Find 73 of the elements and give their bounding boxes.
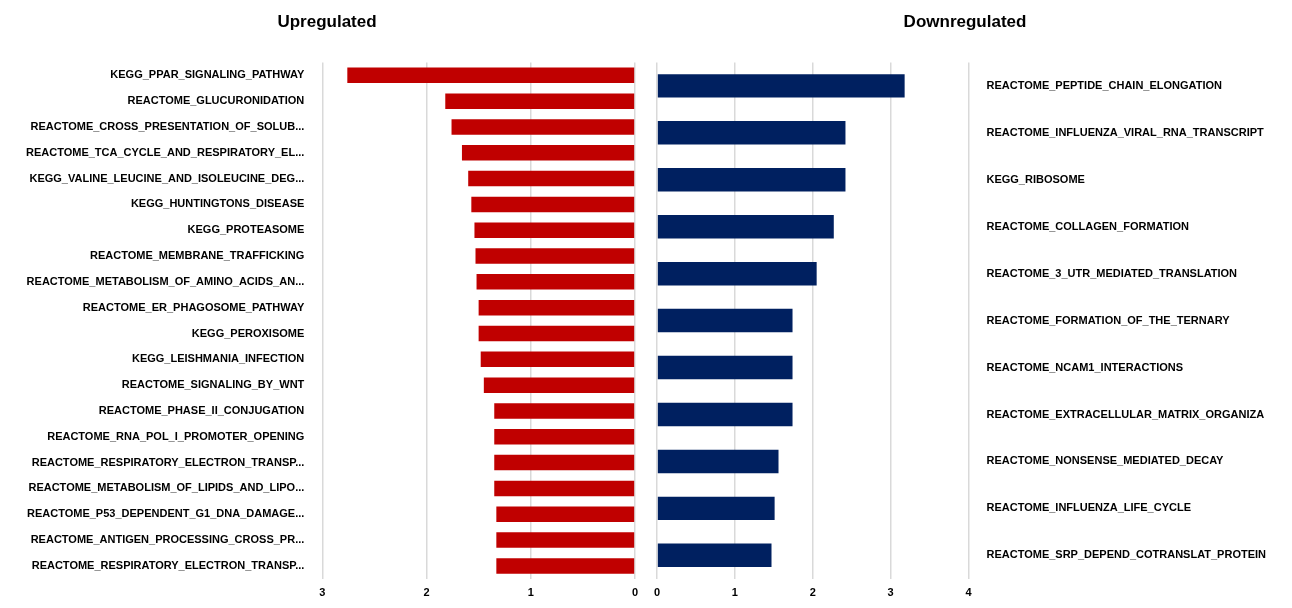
bar [657, 402, 793, 427]
x-tick-label: 2 [809, 586, 816, 599]
bar [657, 496, 775, 521]
bar [476, 274, 635, 290]
y-tick-label: KEGG_HUNTINGTONS_DISEASE [130, 197, 305, 210]
y-tick-label: REACTOME_INFLUENZA_LIFE_CYCLE [986, 501, 1192, 514]
y-tick-label: REACTOME_NONSENSE_MEDIATED_DECAY [986, 454, 1225, 467]
x-tick-label: 2 [423, 586, 430, 599]
bar [475, 248, 635, 264]
y-tick-label: REACTOME_PHASE_II_CONJUGATION [98, 404, 305, 416]
y-tick-label: KEGG_PPAR_SIGNALING_PATHWAY [110, 68, 305, 81]
y-tick-label: REACTOME_EXTRACELLULAR_MATRIX_ORGANIZA [986, 407, 1265, 420]
y-tick-label: REACTOME_METABOLISM_OF_LIPIDS_AND_LIPO... [28, 481, 305, 494]
bar [347, 67, 635, 84]
y-tick-label: REACTOME_TCA_CYCLE_AND_RESPIRATORY_EL... [26, 145, 305, 158]
bar [657, 121, 846, 145]
bar [496, 532, 635, 548]
y-tick-label: REACTOME_COLLAGEN_FORMATION [986, 219, 1190, 232]
y-tick-label: REACTOME_SRP_DEPEND_COTRANSLAT_PROTEIN [986, 548, 1267, 561]
bar [451, 119, 635, 135]
y-tick-label: KEGG_PEROXISOME [191, 326, 305, 339]
bar [471, 196, 635, 213]
bar [494, 429, 635, 445]
y-tick-label: KEGG_LEISHMANIA_INFECTION [131, 352, 305, 365]
y-tick-label: KEGG_VALINE_LEUCINE_AND_ISOLEUCINE_DEG... [29, 171, 305, 184]
bar [478, 299, 635, 316]
x-tick-label: 0 [631, 586, 638, 599]
y-tick-label: REACTOME_MEMBRANE_TRAFFICKING [90, 249, 305, 262]
bar [657, 168, 846, 192]
y-tick-label: KEGG_RIBOSOME [986, 172, 1085, 185]
bar [494, 403, 635, 419]
bar [468, 170, 635, 187]
bar [657, 214, 834, 239]
bar [494, 454, 635, 471]
x-tick-label: 0 [654, 586, 661, 599]
bar [474, 222, 635, 238]
bar [657, 74, 905, 98]
y-tick-label: REACTOME_NCAM1_INTERACTIONS [986, 360, 1184, 373]
x-tick-label: 3 [319, 586, 326, 599]
y-tick-label: REACTOME_PEPTIDE_CHAIN_ELONGATION [986, 78, 1223, 91]
y-tick-label: REACTOME_FORMATION_OF_THE_TERNARY [986, 313, 1231, 326]
bar [461, 145, 635, 161]
y-tick-label: REACTOME_CROSS_PRESENTATION_OF_SOLUB... [30, 119, 305, 132]
bar [657, 355, 793, 380]
y-tick-label: REACTOME_INFLUENZA_VIRAL_RNA_TRANSCRIPT [986, 125, 1265, 138]
x-tick-label: 3 [887, 586, 894, 599]
y-tick-label: REACTOME_RESPIRATORY_ELECTRON_TRANSP... [31, 558, 305, 571]
bar [478, 325, 635, 342]
y-tick-label: REACTOME_ER_PHAGOSOME_PATHWAY [82, 300, 305, 313]
x-tick-label: 1 [731, 586, 738, 599]
y-tick-label: REACTOME_3_UTR_MEDIATED_TRANSLATION [986, 266, 1238, 279]
chart-title: Downregulated [903, 11, 1027, 31]
x-tick-label: 4 [965, 586, 973, 599]
bar [657, 543, 772, 568]
y-tick-label: KEGG_PROTEASOME [187, 223, 305, 236]
y-tick-label: REACTOME_RESPIRATORY_ELECTRON_TRANSP... [31, 455, 305, 468]
y-tick-label: REACTOME_RNA_POL_I_PROMOTER_OPENING [47, 429, 305, 442]
bar [657, 261, 817, 286]
y-tick-label: REACTOME_METABOLISM_OF_AMINO_ACIDS_AN... [26, 274, 305, 287]
bar [494, 480, 635, 497]
bar [480, 351, 635, 368]
y-tick-label: REACTOME_GLUCURONIDATION [127, 94, 305, 107]
chart-title: Upregulated [277, 11, 377, 31]
bar [496, 558, 635, 574]
bar [657, 449, 779, 474]
x-tick-label: 1 [527, 586, 534, 599]
y-tick-label: REACTOME_ANTIGEN_PROCESSING_CROSS_PR... [30, 533, 305, 546]
bar [657, 308, 793, 333]
y-tick-label: REACTOME_SIGNALING_BY_WNT [121, 378, 305, 391]
bar [445, 93, 635, 109]
bar [496, 506, 635, 522]
bar [483, 377, 635, 393]
y-tick-label: REACTOME_P53_DEPENDENT_G1_DNA_DAMAGE... [27, 507, 305, 520]
